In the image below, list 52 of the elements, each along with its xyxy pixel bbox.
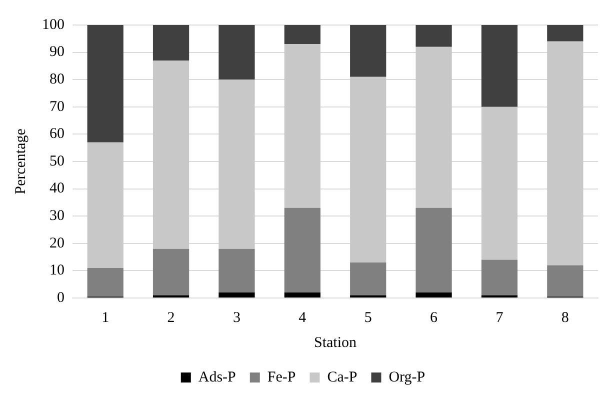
bar <box>481 260 518 296</box>
bar <box>87 268 124 297</box>
bar <box>350 76 386 263</box>
bar <box>416 292 452 298</box>
x-tick-label: 6 <box>430 310 438 326</box>
x-tick-label: 7 <box>496 310 504 326</box>
y-tick-label: 60 <box>50 126 64 142</box>
y-tick-label: 40 <box>50 180 64 197</box>
x-axis-title: Station <box>314 334 357 351</box>
y-tick-label: 100 <box>42 16 64 33</box>
y-tick-label: 70 <box>50 98 64 115</box>
y-tick-label: 30 <box>50 208 64 224</box>
y-tick-label: 50 <box>50 153 64 170</box>
x-tick-label: 1 <box>102 310 110 326</box>
bar <box>416 208 452 293</box>
bar <box>284 292 320 298</box>
bar <box>547 265 584 297</box>
y-axis-title: Percentage <box>12 128 29 194</box>
bar <box>284 25 320 44</box>
bar <box>218 25 255 80</box>
x-tick-label: 2 <box>167 310 175 326</box>
bar <box>416 46 452 208</box>
bar <box>284 208 320 293</box>
bar <box>416 25 452 47</box>
y-tick-label: 20 <box>50 235 64 252</box>
bar <box>218 292 255 298</box>
y-tick-label: 80 <box>50 72 64 88</box>
y-tick-label: 90 <box>50 44 64 60</box>
bar <box>87 25 124 142</box>
y-tick-label: 10 <box>50 262 64 279</box>
legend-label: Org-P <box>388 369 426 386</box>
bar <box>547 41 584 266</box>
x-tick-label: 8 <box>561 310 569 326</box>
x-tick-label: 4 <box>298 310 307 326</box>
bar <box>218 248 255 293</box>
legend-label: Ca-P <box>327 369 358 386</box>
bar <box>218 80 255 249</box>
bar <box>152 248 190 296</box>
y-tick-label: 0 <box>57 290 64 306</box>
bar <box>152 60 190 249</box>
bar <box>481 106 518 260</box>
bar <box>152 25 190 60</box>
legend-label: Ads-P <box>198 369 236 386</box>
bar <box>284 44 320 208</box>
bar <box>87 142 124 268</box>
bar <box>350 25 386 77</box>
bar <box>350 262 386 296</box>
x-tick-label: 5 <box>364 310 372 326</box>
bar <box>547 25 584 42</box>
x-tick-label: 3 <box>232 310 240 326</box>
bar <box>481 25 518 107</box>
legend-label: Fe-P <box>267 369 296 386</box>
